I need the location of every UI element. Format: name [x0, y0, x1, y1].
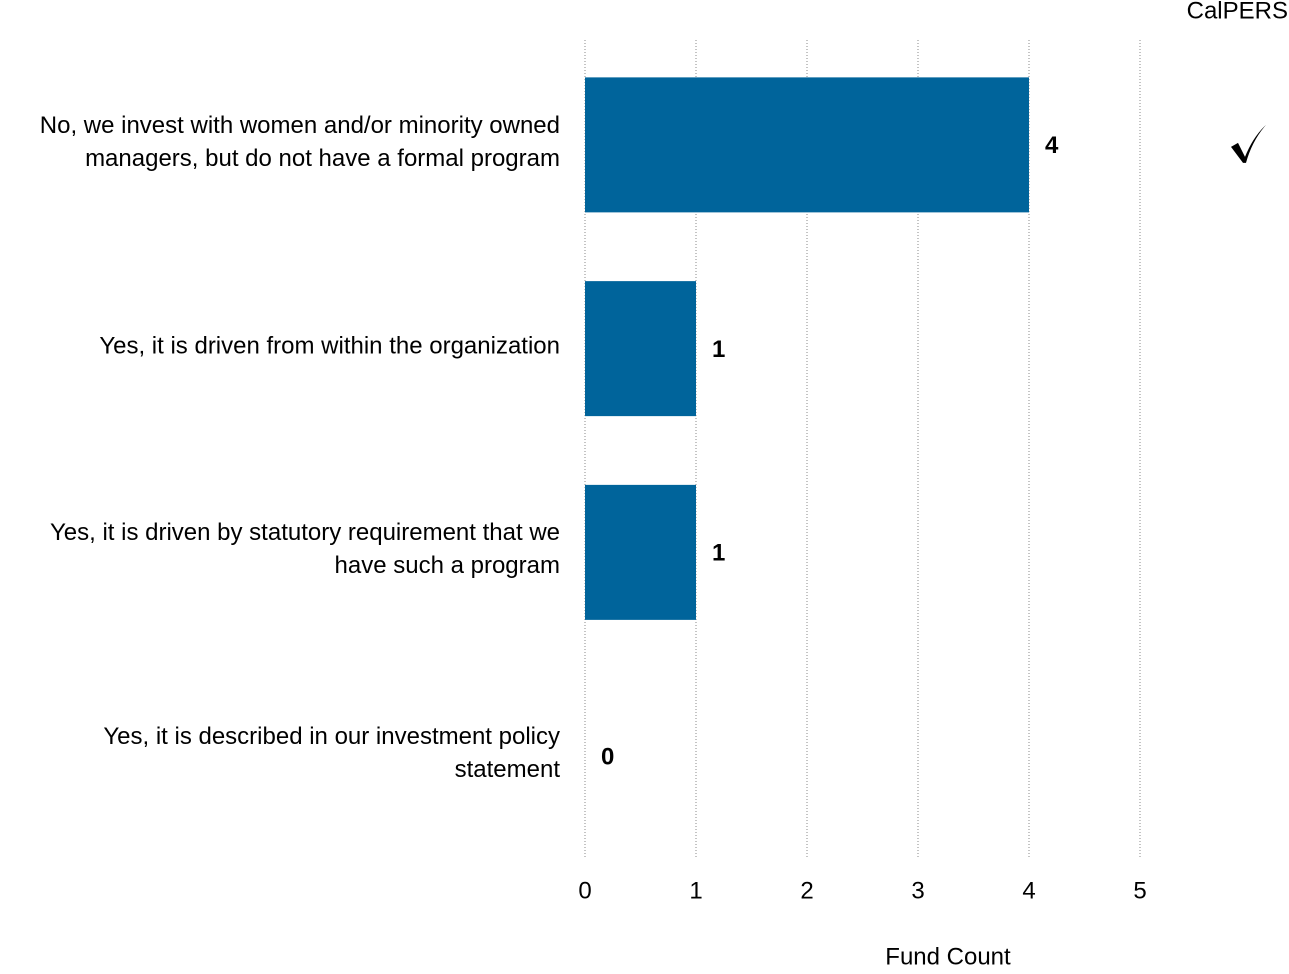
highlight-label: CalPERS — [1187, 0, 1288, 24]
x-tick-label: 3 — [911, 877, 924, 904]
category-label: No, we invest with women and/or minority… — [39, 111, 560, 172]
x-axis-label: Fund Count — [885, 943, 1011, 970]
x-tick-label: 1 — [689, 877, 702, 904]
x-tick-label: 4 — [1022, 877, 1035, 904]
x-tick-label: 2 — [800, 877, 813, 904]
category-label: Yes, it is driven by statutory requireme… — [49, 519, 560, 580]
value-label: 4 — [1045, 132, 1059, 159]
bar — [585, 281, 696, 417]
category-label: Yes, it is driven from within the organi… — [99, 332, 560, 360]
bar — [585, 484, 696, 620]
value-label: 0 — [601, 743, 614, 770]
value-label: 1 — [712, 336, 725, 363]
x-tick-label: 5 — [1133, 877, 1146, 904]
check-mark — [1231, 124, 1266, 163]
category-label: Yes, it is described in our investment p… — [103, 723, 560, 784]
value-label: 1 — [712, 540, 725, 567]
x-tick-label: 0 — [578, 877, 591, 904]
bar — [585, 77, 1029, 213]
